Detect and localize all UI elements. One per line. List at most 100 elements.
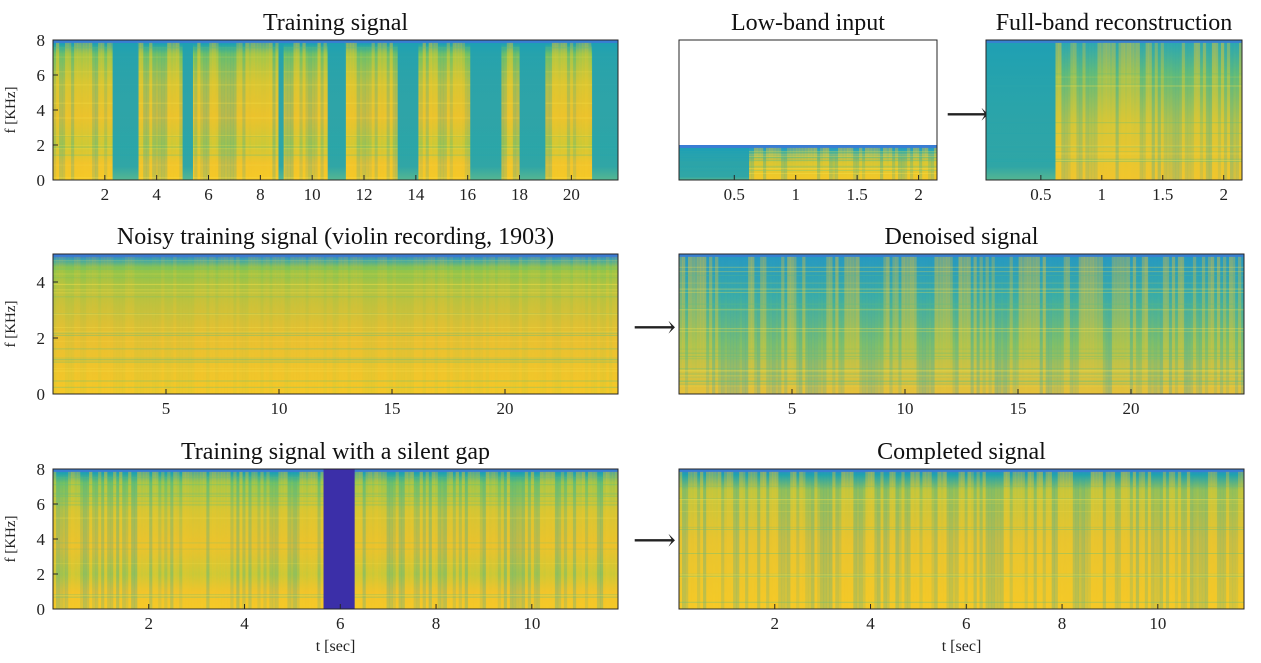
spectrogram-column <box>904 256 908 394</box>
spectrogram-column <box>1051 471 1055 609</box>
spectrogram-column <box>206 471 210 609</box>
spectrogram-column <box>158 471 162 609</box>
spectrogram-column <box>296 256 300 394</box>
harmonic-line <box>679 157 937 159</box>
spectrogram-column <box>587 42 592 180</box>
harmonic-line <box>679 574 1244 576</box>
spectrogram-column <box>847 147 851 180</box>
spectrogram-column <box>353 471 357 609</box>
spectrogram-column <box>811 471 815 609</box>
spectrogram-column <box>1093 471 1098 609</box>
spectrogram-column <box>850 147 854 180</box>
spectrogram-column <box>682 256 686 394</box>
spectrogram-column <box>907 471 911 609</box>
harmonic-line <box>986 146 1242 148</box>
y-tick-label: 2 <box>37 329 46 348</box>
spectrogram-column <box>74 471 78 609</box>
spectrogram-column <box>892 471 896 609</box>
spectrogram-column <box>269 471 273 609</box>
spectrogram-column <box>1060 256 1064 394</box>
spectrogram-column <box>685 471 689 609</box>
spectrogram-column <box>569 471 574 609</box>
spectrogram-column <box>146 42 150 180</box>
harmonic-line <box>53 361 618 363</box>
spectrogram-column <box>449 256 454 394</box>
spectrogram-column <box>1159 256 1164 394</box>
spectrogram-column <box>970 471 974 609</box>
harmonic-line <box>679 170 937 171</box>
spectrogram-column <box>395 42 399 180</box>
spectrogram-column <box>769 147 773 180</box>
harmonic-line <box>679 352 1244 354</box>
harmonic-line <box>679 169 937 171</box>
chart-noisy: 5 10 15 20 0 2 4 Noisy training signal (violin … <box>3 224 619 418</box>
spectrogram-column <box>1237 256 1242 394</box>
spectrogram-column <box>1117 256 1122 394</box>
spectrogram-column <box>545 256 550 394</box>
spectrogram-column <box>796 471 800 609</box>
harmonic-line <box>53 283 618 285</box>
spectrogram-column <box>446 256 451 394</box>
spectrogram-column <box>215 42 219 180</box>
harmonic-line <box>679 307 1244 309</box>
spectrogram-column <box>119 471 123 609</box>
x-tick-label: 2 <box>145 614 154 633</box>
spectrogram-column <box>254 256 258 394</box>
x-tick-label: 10 <box>1149 614 1166 633</box>
spectrogram-column <box>1085 42 1089 180</box>
spectrogram-column <box>581 256 586 394</box>
spectrogram-column <box>898 256 902 394</box>
spectrogram-column <box>1172 42 1177 180</box>
spectrogram-column <box>308 256 312 394</box>
spectrogram-column <box>374 256 378 394</box>
spectrogram-column <box>566 256 571 394</box>
spectrogram-column <box>548 471 553 609</box>
spectrogram-column <box>158 256 162 394</box>
spectrogram-column <box>838 147 842 180</box>
spectrogram-column <box>982 256 986 394</box>
spectrogram-column <box>1234 256 1239 394</box>
spectrogram-column <box>835 147 839 180</box>
spectrogram-column <box>736 256 740 394</box>
spectrogram-column <box>263 471 267 609</box>
spectrogram-column <box>473 256 478 394</box>
spectrogram-column <box>140 42 144 180</box>
spectrogram-column <box>188 471 192 609</box>
spectrogram-column <box>892 147 896 180</box>
spectrogram-column <box>1084 256 1089 394</box>
spectrogram-column <box>757 471 761 609</box>
spectrogram-column <box>383 256 387 394</box>
spectrogram-column <box>422 471 426 609</box>
spectrogram-column <box>1139 42 1143 180</box>
spectrogram-column <box>1096 471 1101 609</box>
harmonic-line <box>53 340 618 342</box>
spectrogram-column <box>775 471 779 609</box>
spectrogram-column <box>500 256 505 394</box>
spectrogram-column <box>751 471 755 609</box>
spectrogram-column <box>389 42 393 180</box>
spectrogram-column <box>748 256 752 394</box>
harmonic-line <box>679 155 937 157</box>
harmonic-line <box>53 360 618 362</box>
spectrogram-column <box>1123 256 1128 394</box>
spectrogram-column <box>823 147 827 180</box>
spectrogram-column <box>691 256 695 394</box>
spectrogram-column <box>925 256 929 394</box>
spectrogram-column <box>278 471 282 609</box>
spectrogram-column <box>206 42 210 180</box>
spectrogram-column <box>560 256 565 394</box>
spectrogram-column <box>590 471 595 609</box>
spectrogram-column <box>871 256 875 394</box>
spectrogram-column <box>778 471 782 609</box>
spectrogram-column <box>356 42 360 180</box>
spectrogram-column <box>895 471 899 609</box>
spectrogram-column <box>431 42 435 180</box>
spectrogram-column <box>458 471 463 609</box>
spectrogram-column <box>317 256 321 394</box>
spectrogram-column <box>937 256 941 394</box>
spectrogram-column <box>314 256 318 394</box>
spectrogram-column <box>814 147 818 180</box>
spectrogram-column <box>305 471 309 609</box>
spectrogram-column <box>254 471 258 609</box>
spectrogram-column <box>275 256 279 394</box>
